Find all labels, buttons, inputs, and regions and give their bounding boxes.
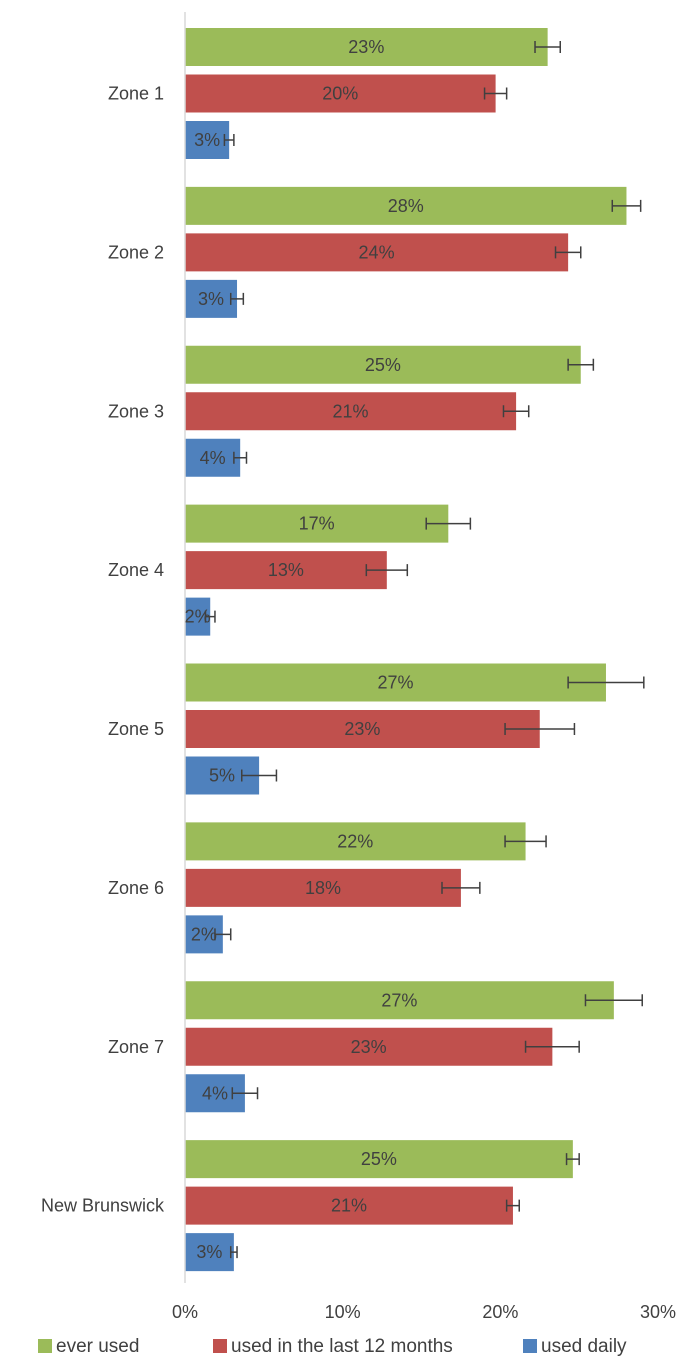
- legend-item-ever-used: ever used: [38, 1336, 139, 1357]
- error-bar-ever-used-zone-7: [584, 994, 643, 1007]
- error-bar-ever-used-new-brunswick: [565, 1153, 580, 1166]
- bar-ever-used-zone-6: [185, 822, 526, 861]
- data-label-used-in-the-last-12-months-zone-3: 21%: [333, 401, 369, 421]
- data-label-ever-used-zone-4: 17%: [299, 514, 335, 534]
- bar-used-in-the-last-12-months-new-brunswick: [185, 1186, 513, 1225]
- error-bar-used-in-the-last-12-months-zone-5: [504, 723, 576, 735]
- error-bar-ever-used-zone-4: [425, 517, 472, 530]
- error-bar-used-in-the-last-12-months-new-brunswick: [505, 1199, 521, 1212]
- x-axis-ticks: 0% 10% 20% 30%: [172, 1302, 676, 1322]
- data-label-ever-used-zone-6: 22%: [337, 831, 373, 851]
- category-label-zone-5: Zone 5: [108, 719, 164, 739]
- bar-used-in-the-last-12-months-zone-4: [185, 551, 387, 590]
- x-tick-label-0: 0%: [172, 1302, 198, 1322]
- category-label-zone-3: Zone 3: [108, 401, 164, 421]
- data-label-used-in-the-last-12-months-new-brunswick: 21%: [331, 1196, 367, 1216]
- data-label-ever-used-zone-1: 23%: [348, 37, 384, 57]
- bar-used-daily-new-brunswick: [185, 1233, 234, 1272]
- legend-label-used-in-the-last-12-months: used in the last 12 months: [231, 1336, 453, 1357]
- legend-item-used-in-the-last-12-months: used in the last 12 months: [213, 1336, 453, 1357]
- bar-ever-used-zone-7: [185, 981, 614, 1020]
- legend-swatch-ever-used: [38, 1339, 52, 1353]
- bar-ever-used-zone-5: [185, 663, 606, 702]
- error-bar-used-daily-new-brunswick: [229, 1246, 238, 1259]
- bar-used-in-the-last-12-months-zone-7: [185, 1027, 553, 1066]
- data-label-used-daily-zone-7: 4%: [202, 1083, 228, 1103]
- error-bar-used-in-the-last-12-months-zone-3: [502, 405, 530, 418]
- bar-ever-used-zone-1: [185, 28, 548, 66]
- legend-label-ever-used: ever used: [56, 1336, 139, 1357]
- bar-used-in-the-last-12-months-zone-3: [185, 392, 517, 431]
- error-bar-ever-used-zone-1: [534, 41, 561, 53]
- category-label-zone-2: Zone 2: [108, 242, 164, 262]
- legend-label-used-daily: used daily: [541, 1336, 627, 1357]
- data-label-used-daily-zone-1: 3%: [194, 130, 220, 150]
- data-label-used-daily-zone-4: 2%: [185, 607, 211, 627]
- bar-ever-used-zone-3: [185, 345, 581, 384]
- category-label-zone-1: Zone 1: [108, 84, 164, 104]
- bar-used-in-the-last-12-months-zone-2: [185, 233, 569, 272]
- category-label-zone-6: Zone 6: [108, 878, 164, 898]
- error-bar-ever-used-zone-2: [611, 199, 642, 212]
- legend: ever used used in the last 12 months used …: [38, 1336, 627, 1357]
- x-tick-label-1: 10%: [325, 1302, 361, 1322]
- data-label-ever-used-zone-5: 27%: [377, 673, 413, 693]
- error-bar-used-daily-zone-6: [214, 928, 232, 941]
- labels-layer: Zone 1 23% 20% 3% Zone 2 28% 24% 3% Zone 3 25% 21%…: [41, 37, 645, 1262]
- bar-used-in-the-last-12-months-zone-5: [185, 710, 540, 748]
- bar-used-daily-zone-3: [185, 438, 241, 477]
- error-bar-used-daily-zone-2: [229, 292, 245, 305]
- data-label-used-daily-new-brunswick: 3%: [196, 1242, 222, 1262]
- data-label-used-daily-zone-2: 3%: [198, 289, 224, 309]
- bar-used-daily-zone-1: [185, 121, 230, 159]
- data-label-ever-used-new-brunswick: 25%: [361, 1149, 397, 1169]
- legend-swatch-used-daily: [523, 1339, 537, 1353]
- legend-item-used-daily: used daily: [523, 1336, 627, 1357]
- x-tick-label-3: 30%: [640, 1302, 676, 1322]
- error-bar-ever-used-zone-6: [504, 835, 547, 848]
- error-bar-used-daily-zone-4: [204, 610, 216, 623]
- data-label-used-in-the-last-12-months-zone-5: 23%: [344, 719, 380, 739]
- error-bar-used-in-the-last-12-months-zone-2: [554, 246, 582, 259]
- data-label-ever-used-zone-3: 25%: [365, 355, 401, 375]
- data-label-used-in-the-last-12-months-zone-1: 20%: [322, 84, 358, 104]
- data-label-used-in-the-last-12-months-zone-4: 13%: [268, 560, 304, 580]
- data-label-used-daily-zone-6: 2%: [191, 924, 217, 944]
- error-bar-used-daily-zone-1: [223, 134, 235, 146]
- category-label-new-brunswick: New Brunswick: [41, 1196, 165, 1216]
- bar-ever-used-zone-2: [185, 186, 627, 225]
- legend-swatch-used-in-the-last-12-months: [213, 1339, 227, 1353]
- data-label-used-in-the-last-12-months-zone-2: 24%: [359, 242, 395, 262]
- data-label-used-in-the-last-12-months-zone-7: 23%: [351, 1037, 387, 1057]
- x-tick-label-2: 20%: [482, 1302, 518, 1322]
- error-bar-used-in-the-last-12-months-zone-6: [441, 881, 481, 894]
- error-bar-used-in-the-last-12-months-zone-7: [524, 1040, 580, 1053]
- category-label-zone-4: Zone 4: [108, 560, 164, 580]
- bar-used-daily-zone-2: [185, 279, 238, 318]
- bar-ever-used-new-brunswick: [185, 1140, 573, 1179]
- data-label-used-daily-zone-5: 5%: [209, 766, 235, 786]
- error-bar-used-in-the-last-12-months-zone-4: [365, 564, 409, 577]
- data-label-used-in-the-last-12-months-zone-6: 18%: [305, 878, 341, 898]
- error-bar-ever-used-zone-3: [567, 358, 595, 371]
- category-label-zone-7: Zone 7: [108, 1037, 164, 1057]
- bar-used-in-the-last-12-months-zone-6: [185, 868, 461, 907]
- bar-used-in-the-last-12-months-zone-1: [185, 74, 496, 113]
- bar-ever-used-zone-4: [185, 504, 449, 543]
- data-label-ever-used-zone-2: 28%: [388, 196, 424, 216]
- bars-layer: [185, 28, 627, 1272]
- error-bar-used-daily-zone-3: [233, 451, 248, 464]
- data-label-ever-used-zone-7: 27%: [381, 990, 417, 1010]
- error-bar-used-in-the-last-12-months-zone-1: [483, 87, 508, 100]
- error-bar-used-daily-zone-7: [231, 1087, 259, 1100]
- error-bar-ever-used-zone-5: [567, 676, 645, 689]
- data-label-used-daily-zone-3: 4%: [200, 448, 226, 468]
- error-bar-used-daily-zone-5: [241, 769, 278, 782]
